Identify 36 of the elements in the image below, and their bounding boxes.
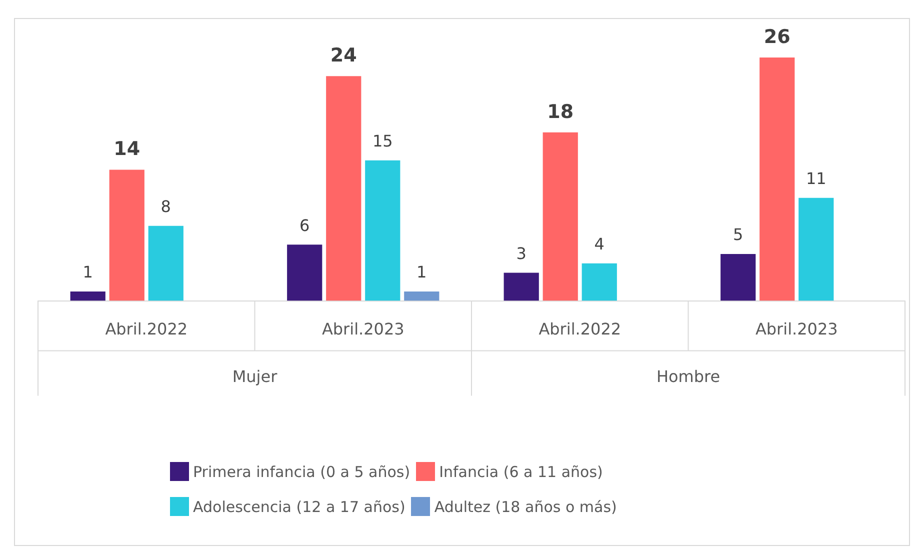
x-tick-label: Abril.2023 (755, 320, 838, 339)
bar (504, 272, 539, 301)
data-label: 4 (594, 234, 604, 254)
bar (760, 57, 795, 301)
bar (326, 76, 362, 301)
text: Mujer (232, 366, 278, 386)
bar (365, 160, 400, 301)
legend-label: Adultez (18 años o más) (434, 498, 617, 516)
data-label: 26 (764, 26, 790, 48)
bar (109, 170, 144, 301)
legend-label: Adolescencia (12 a 17 años) (193, 498, 406, 516)
data-label: 3 (516, 244, 526, 263)
bar (287, 244, 322, 301)
x-tick-label: Abril.2022 (538, 320, 622, 339)
data-label: 1 (82, 262, 93, 282)
text: Hombre (656, 366, 720, 386)
data-label: 6 (300, 216, 310, 235)
bar (720, 254, 756, 301)
x-tick-label: Abril.2022 (105, 320, 188, 339)
legend-label: Infancia (6 a 11 años) (439, 462, 603, 480)
data-label: 1 (416, 262, 427, 282)
data-label: 5 (733, 225, 744, 244)
bar (404, 291, 440, 301)
data-label: 11 (806, 168, 826, 188)
legend-label: Primera infancia (0 a 5 años) (193, 462, 410, 480)
bar (582, 263, 617, 301)
data-label: 24 (330, 44, 357, 67)
x-tick-label: Abril.2023 (322, 320, 404, 339)
bar (148, 226, 184, 301)
bar (542, 132, 578, 301)
data-label: 8 (160, 197, 171, 216)
data-label: 18 (547, 100, 574, 123)
data-label: 14 (114, 138, 140, 160)
bar (798, 198, 834, 301)
bar (70, 291, 106, 301)
data-label: 15 (372, 132, 393, 151)
